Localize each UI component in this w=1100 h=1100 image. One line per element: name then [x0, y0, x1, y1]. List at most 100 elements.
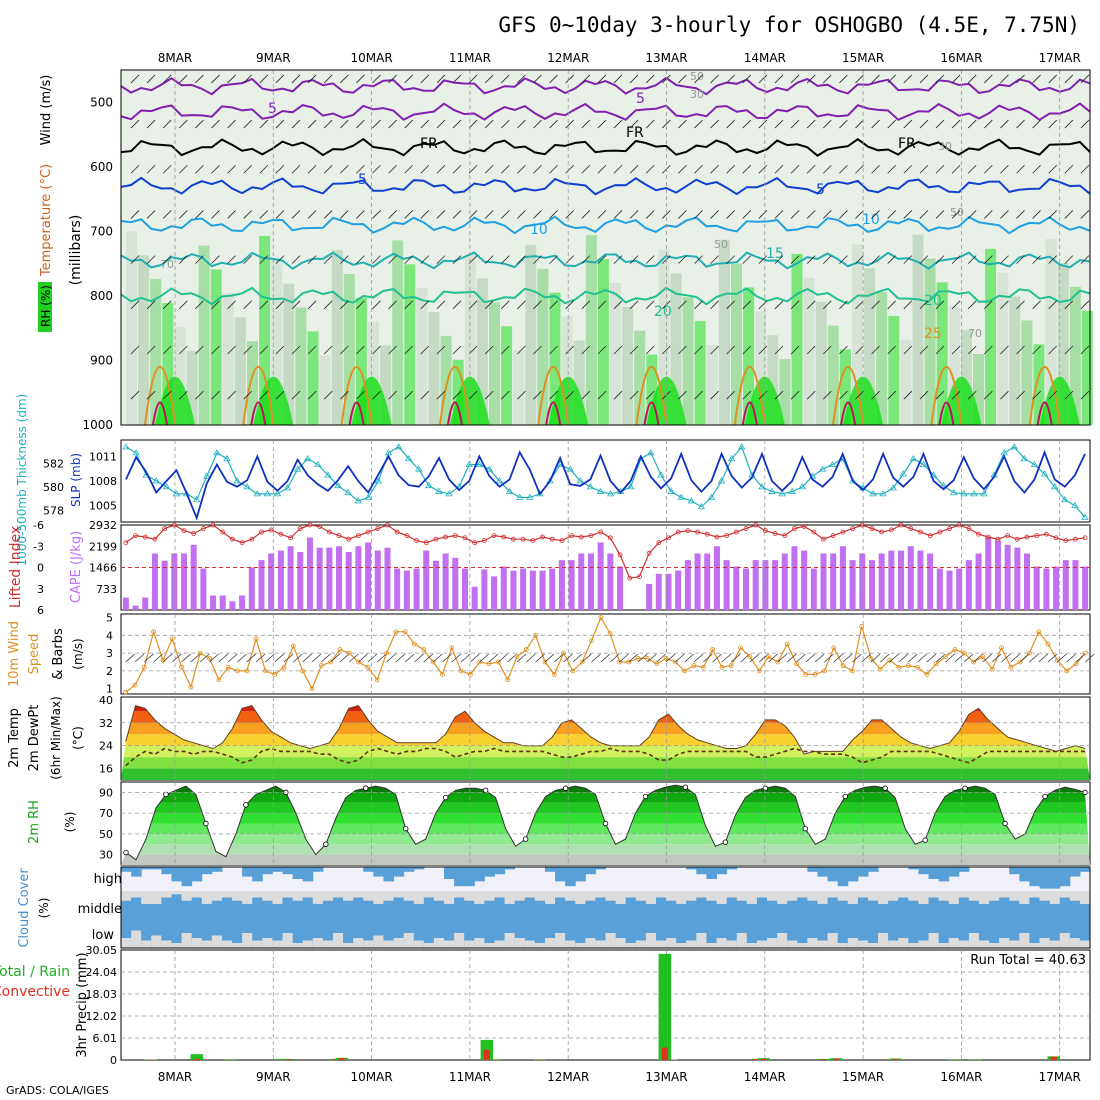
thickness-point: [738, 443, 746, 450]
cloud-middle-gap: [262, 891, 273, 901]
cloud-low-cell: [484, 943, 495, 948]
pressure-tick-500: 500: [90, 95, 113, 109]
cloud-high-cell: [131, 867, 142, 877]
thickness-point: [425, 481, 433, 489]
wind-barb: [806, 390, 816, 400]
wind-barb: [984, 164, 993, 174]
wind-barb: [420, 345, 430, 355]
top-date-10MAR: 10MAR: [351, 51, 393, 65]
rh-shade-column: [307, 331, 319, 425]
cloud-middle-gap: [706, 891, 718, 901]
lifted-index-point: [191, 531, 197, 536]
wind-barb: [452, 119, 462, 129]
cloud-middle-gap: [585, 891, 596, 901]
wind-barb: [484, 300, 494, 310]
cloud-low-cell: [191, 938, 203, 948]
lifted-index-point: [297, 526, 303, 531]
cloud-middle-cell: [565, 900, 576, 923]
wind-barb: [871, 390, 880, 400]
cape-bar: [1004, 544, 1011, 610]
cloud-middle-cell: [1019, 903, 1030, 923]
cloud-middle-gap: [343, 891, 354, 901]
cloud-low-fill: [676, 923, 687, 948]
wind-barb: [887, 74, 896, 84]
cloud-low-cell: [999, 938, 1010, 948]
wind-barb: [501, 74, 510, 84]
wind-barb: [307, 390, 317, 400]
cloud-low-fill: [534, 923, 546, 948]
wind-barb: [903, 255, 913, 264]
wind-barb: [613, 255, 623, 264]
cape-bar: [558, 560, 565, 610]
wind-barb: [302, 653, 312, 663]
wind-barb: [211, 164, 220, 174]
cloud-high-cell: [403, 867, 415, 872]
cape-bar: [868, 560, 875, 610]
lifted-index-point: [249, 536, 255, 542]
wind-speed-point: [458, 668, 464, 674]
cape-bar: [500, 566, 507, 610]
cloud-high-cell: [908, 867, 919, 870]
cloud-middle-gap: [565, 891, 576, 901]
wind-barb: [565, 164, 574, 174]
cloud-low-cell: [221, 940, 233, 948]
wind-barb: [227, 255, 236, 264]
wind-speed-point: [346, 650, 352, 656]
cloud-high-cell: [544, 867, 556, 872]
cloud-middle-gap: [131, 891, 142, 898]
temperature-line: [125, 704, 1086, 755]
cloud-middle-gap: [363, 891, 374, 901]
temperature-contour-30: [348, 401, 365, 426]
wind-speed-point: [244, 668, 250, 674]
cloud-middle-cell: [322, 900, 334, 923]
rh-shade-column: [755, 311, 767, 425]
cape-bar: [713, 546, 720, 610]
cloud-level-low: low: [92, 928, 115, 943]
cloud-middle-cell: [767, 900, 778, 923]
wind-speed-point: [216, 677, 222, 683]
cloud-middle-cell: [605, 900, 617, 923]
cloud-low-cell: [252, 940, 263, 948]
thickness-tick-578: 578: [43, 504, 64, 517]
wind-barb: [386, 653, 396, 663]
wind-barb: [721, 653, 732, 663]
wind-barb: [436, 255, 446, 264]
cloud-middle-gap: [1019, 891, 1030, 904]
cloud-low-cell: [676, 943, 687, 948]
thickness-point: [515, 493, 524, 500]
wind-barb: [1048, 390, 1057, 400]
cloud-low-fill: [494, 923, 506, 948]
wind-barb: [645, 119, 655, 129]
cloud-middle-gap: [696, 891, 707, 898]
wind-barb: [179, 255, 188, 264]
lifted-index-point: [588, 533, 594, 539]
cloud-high-cell: [312, 867, 324, 872]
wind-barb: [404, 74, 413, 84]
wind-barb: [227, 390, 236, 400]
lifted-index-point: [1073, 536, 1078, 542]
wind-speed-point: [607, 631, 613, 636]
cloud-low-cell: [888, 940, 899, 948]
cloud-low-fill: [625, 923, 637, 948]
rh-shade-column: [355, 297, 367, 425]
cloud-middle-gap: [827, 891, 839, 898]
contour-label-5: 5: [358, 172, 367, 188]
rh-shade-column: [331, 250, 343, 425]
wind-barb: [275, 390, 285, 400]
wind-barb: [349, 653, 359, 663]
cloud-middle-cell: [1049, 903, 1061, 923]
cloud-middle-gap: [756, 891, 768, 898]
wind-barb: [323, 74, 333, 84]
rh-point: [802, 825, 808, 832]
wind-barb: [758, 390, 768, 400]
wind-barb: [678, 390, 687, 400]
temperature-legend-label: Temperature (°C): [39, 164, 54, 277]
cloud-low-cell: [605, 933, 617, 948]
cape-tick-1466: 1466: [89, 562, 117, 575]
wind-barb: [758, 255, 768, 264]
wind-barb: [926, 653, 937, 663]
cloud-middle-gap: [726, 891, 738, 898]
cloud-low-cell: [1009, 940, 1020, 948]
wind-speed-point: [589, 638, 594, 644]
